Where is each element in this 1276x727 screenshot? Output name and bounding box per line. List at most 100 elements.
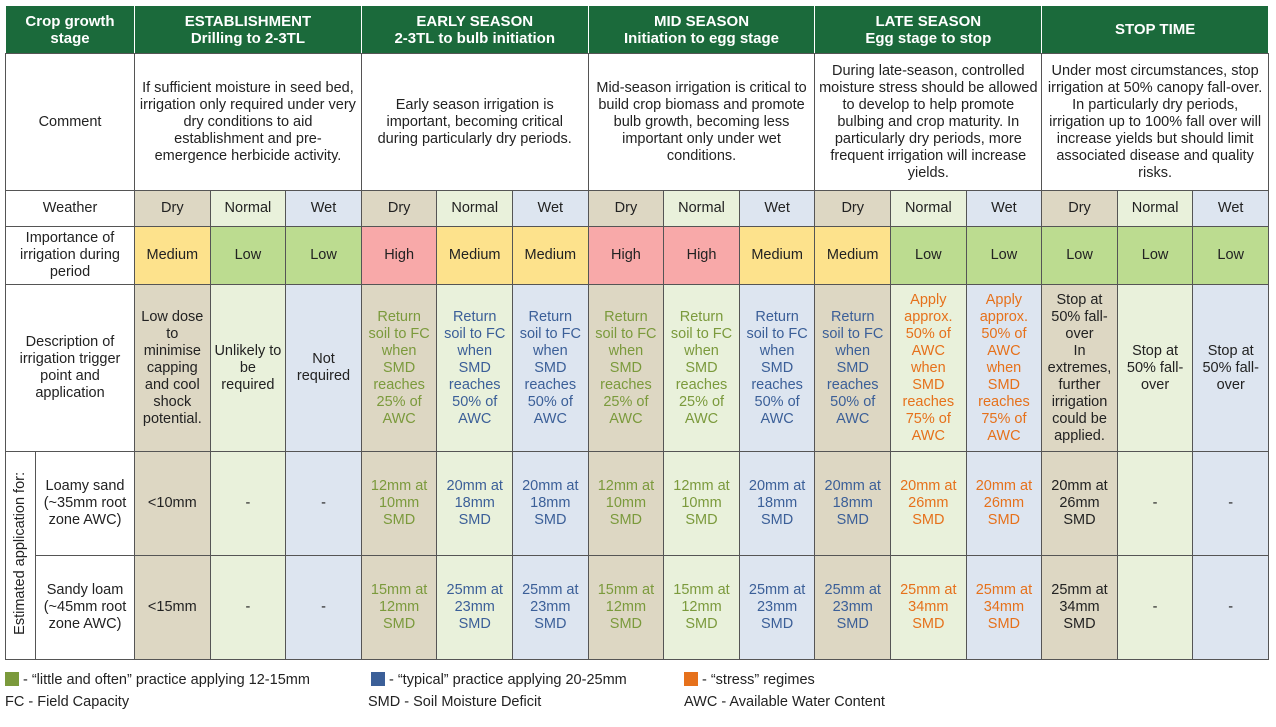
application-cell: - — [1116, 451, 1194, 556]
weather-cell: Wet — [512, 190, 589, 227]
application-cell: 20mm at 18mm SMD — [436, 451, 514, 556]
application-cell: 12mm at 10mm SMD — [663, 451, 740, 556]
weather-cell: Wet — [965, 190, 1043, 227]
legend-item: - “little and often” practice applying 1… — [5, 672, 310, 688]
description-cell: Return soil to FC when SMD reaches 50% o… — [436, 284, 514, 452]
application-cell: 12mm at 10mm SMD — [587, 451, 665, 556]
comment-row: Comment If sufficient moisture in seed be… — [4, 53, 1269, 191]
application-cell: - — [285, 451, 362, 556]
description-cell: Return soil to FC when SMD reaches 25% o… — [587, 284, 665, 452]
stage-header: STOP TIME — [1041, 5, 1269, 54]
weather-cell: Dry — [1041, 190, 1118, 227]
weather-cell: Normal — [663, 190, 740, 227]
soil-label: Loamy sand (~35mm root zone AWC) — [34, 451, 136, 556]
abbreviation: SMD - Soil Moisture Deficit — [368, 694, 542, 710]
importance-cell: Low — [1041, 226, 1118, 285]
application-cell: 20mm at 26mm SMD — [1041, 451, 1118, 556]
description-cell: Return soil to FC when SMD reaches 50% o… — [512, 284, 589, 452]
comment-cell: Early season irrigation is important, be… — [360, 53, 589, 191]
application-cell: 25mm at 23mm SMD — [738, 555, 816, 660]
legend-swatch — [5, 672, 19, 686]
application-cell: 15mm at 12mm SMD — [663, 555, 740, 660]
importance-row: Importance of irrigation during period Me… — [4, 226, 1269, 285]
stage-name: EARLY SEASON — [416, 12, 534, 30]
weather-cell: Dry — [134, 190, 211, 227]
importance-cell: Medium — [738, 226, 816, 285]
soil-label: Sandy loam (~45mm root zone AWC) — [34, 555, 136, 660]
importance-cell: High — [360, 226, 438, 285]
soil-row: Sandy loam (~45mm root zone AWC) <15mm - -1… — [6, 555, 1269, 660]
weather-cell: Dry — [814, 190, 892, 227]
application-cell: 25mm at 23mm SMD — [814, 555, 892, 660]
application-cell: 25mm at 34mm SMD — [1041, 555, 1118, 660]
application-cell: - — [1192, 555, 1269, 660]
application-cell: 25mm at 34mm SMD — [890, 555, 967, 660]
weather-cell: Normal — [436, 190, 514, 227]
application-cell: <10mm — [134, 451, 211, 556]
application-cell: 20mm at 26mm SMD — [965, 451, 1043, 556]
application-cell: 20mm at 26mm SMD — [890, 451, 967, 556]
description-cell: Return soil to FC when SMD reaches 25% o… — [663, 284, 740, 452]
header-row: Crop growth stage ESTABLISHMENT Drilling t… — [4, 5, 1269, 54]
stage-header: LATE SEASON Egg stage to stop — [814, 5, 1043, 54]
stage-name: ESTABLISHMENT — [184, 12, 312, 30]
importance-cell: High — [587, 226, 665, 285]
importance-cell: Low — [965, 226, 1043, 285]
weather-row: Weather Dry Normal Wet Dry Normal Wet Dry Normal… — [4, 190, 1269, 227]
application-cell: - — [209, 451, 287, 556]
stage-header: EARLY SEASON 2-3TL to bulb initiation — [360, 5, 589, 54]
application-cell: - — [1192, 451, 1269, 556]
description-cell: Stop at 50% fall-over — [1192, 284, 1269, 452]
application-cell: - — [209, 555, 287, 660]
legend-item: - “stress” regimes — [684, 672, 815, 688]
application-cell: 15mm at 12mm SMD — [360, 555, 438, 660]
soil-row: Estimated application for: Loamy sand (~3… — [5, 451, 1269, 660]
importance-cell: Medium — [436, 226, 514, 285]
description-cell: Return soil to FC when SMD reaches 50% o… — [738, 284, 816, 452]
stage-name: STOP TIME — [1114, 21, 1196, 38]
abbreviation: FC - Field Capacity — [5, 694, 130, 710]
weather-cell: Wet — [285, 190, 362, 227]
irrigation-table: Crop growth stage ESTABLISHMENT Drilling t… — [4, 5, 1269, 660]
application-cell: 20mm at 18mm SMD — [814, 451, 892, 556]
legend-text: - “typical” practice applying 20-25mm — [389, 672, 627, 688]
importance-cell: Low — [890, 226, 967, 285]
application-cell: - — [285, 555, 362, 660]
comment-cell: If sufficient moisture in seed bed, irri… — [134, 53, 362, 191]
row-label: Comment — [4, 53, 136, 191]
importance-cell: Low — [1116, 226, 1194, 285]
application-cell: 25mm at 34mm SMD — [965, 555, 1043, 660]
row-label: Importance of irrigation during period — [4, 226, 136, 285]
legend-swatch — [371, 672, 385, 686]
weather-cell: Wet — [1192, 190, 1269, 227]
abbreviation: AWC - Available Water Content — [684, 694, 885, 710]
importance-cell: Medium — [512, 226, 589, 285]
application-cell: 15mm at 12mm SMD — [587, 555, 665, 660]
application-cell: 20mm at 18mm SMD — [512, 451, 589, 556]
application-cell: 25mm at 23mm SMD — [512, 555, 589, 660]
description-cell: Stop at 50% fall-over — [1116, 284, 1194, 452]
description-cell: Return soil to FC when SMD reaches 25% o… — [360, 284, 438, 452]
row-label-header: Crop growth stage — [4, 5, 136, 54]
description-cell: Apply approx. 50% of AWC when SMD reache… — [890, 284, 967, 452]
stage-subtitle: 2-3TL to bulb initiation — [394, 29, 555, 47]
comment-cell: Mid-season irrigation is critical to bui… — [587, 53, 816, 191]
comment-cell: During late-season, controlled moisture … — [814, 53, 1043, 191]
stage-subtitle: Egg stage to stop — [865, 29, 992, 47]
importance-cell: Low — [1192, 226, 1269, 285]
importance-cell: High — [663, 226, 740, 285]
importance-cell: Low — [209, 226, 287, 285]
stage-name: MID SEASON — [654, 12, 750, 30]
legend-swatch — [684, 672, 698, 686]
legend-item: - “typical” practice applying 20-25mm — [371, 672, 627, 688]
importance-cell: Medium — [134, 226, 211, 285]
weather-cell: Wet — [738, 190, 816, 227]
estimated-label: Estimated application for: — [12, 471, 28, 635]
application-cell: 20mm at 18mm SMD — [738, 451, 816, 556]
application-cell: 12mm at 10mm SMD — [360, 451, 438, 556]
stage-subtitle: Initiation to egg stage — [624, 29, 780, 47]
description-cell: Stop at 50% fall-over In extremes, furth… — [1041, 284, 1118, 452]
weather-cell: Normal — [890, 190, 967, 227]
description-cell: Low dose to minimise capping and cool sh… — [134, 284, 211, 452]
weather-cell: Normal — [1116, 190, 1194, 227]
